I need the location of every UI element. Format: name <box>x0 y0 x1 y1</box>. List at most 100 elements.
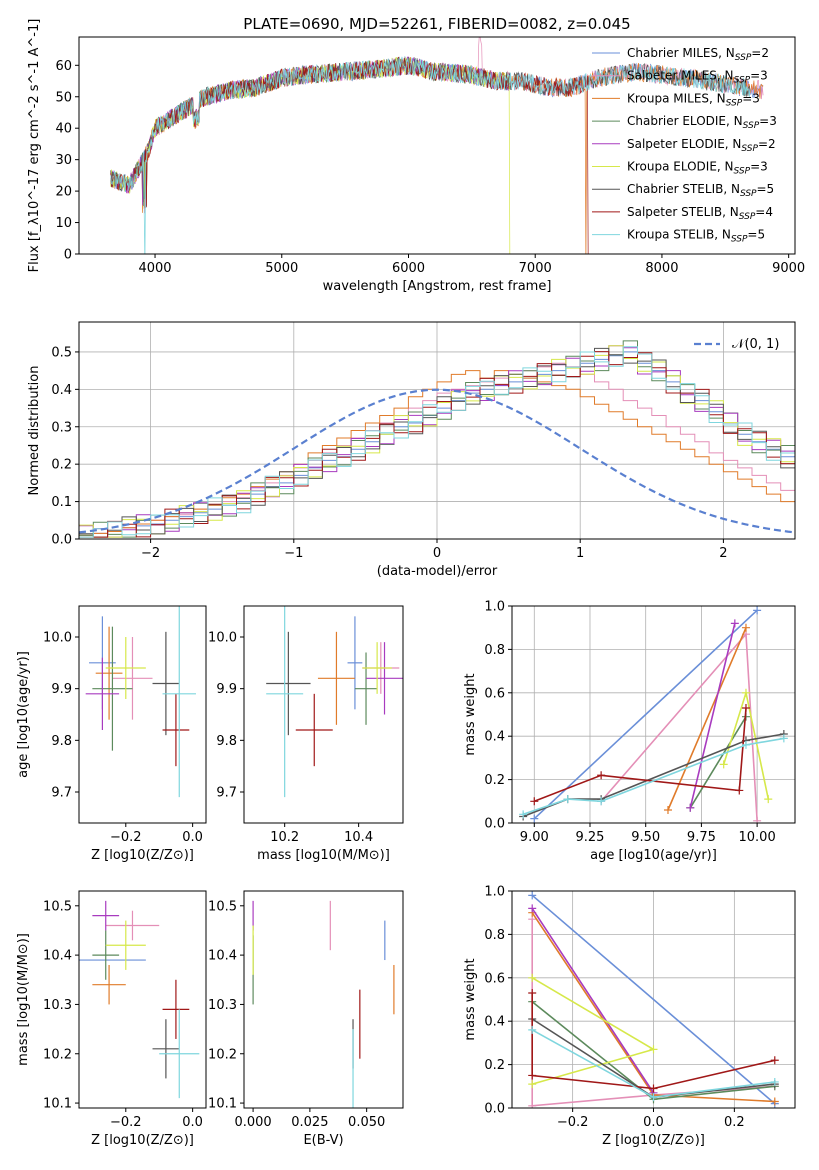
y-tick-label: 0.0 <box>484 817 505 832</box>
x-axis-label: E(B-V) <box>303 1133 343 1148</box>
y-tick-label: 9.9 <box>51 682 72 697</box>
plus-marker <box>719 760 728 769</box>
y-tick-label: 9.8 <box>216 734 237 749</box>
axes-frame <box>78 36 796 255</box>
spectrum-line <box>110 56 751 254</box>
y-tick-label: 10.4 <box>208 949 237 964</box>
x-tick-label: 9.00 <box>520 830 549 845</box>
y-tick-label: 40 <box>55 122 72 137</box>
y-tick-label: 10.5 <box>43 899 72 914</box>
y-axis-label: Flux [f_λ10^-17 erg cm^-2 s^-1 A^-1] <box>27 19 42 273</box>
legend-entry: Salpeter STELIB, NSSP=4 <box>627 205 773 222</box>
y-tick-label: 0.1 <box>51 495 72 510</box>
plus-marker <box>530 797 539 806</box>
y-tick-label: 10.3 <box>43 998 72 1013</box>
y-tick-label: 0.6 <box>484 686 505 701</box>
axes-frame <box>243 605 404 824</box>
plus-marker <box>649 1093 658 1102</box>
error-point <box>95 626 123 720</box>
y-tick-label: 10.5 <box>208 899 237 914</box>
histogram-step <box>79 346 795 538</box>
plot-area <box>266 606 403 798</box>
plus-marker <box>528 1101 537 1108</box>
x-tick-label: −1 <box>284 546 303 561</box>
axes-frame <box>511 605 796 824</box>
x-tick-label: 0.0 <box>182 1115 203 1130</box>
plus-marker <box>753 606 762 615</box>
x-tick-label: 0 <box>433 546 441 561</box>
y-tick-label: 0.4 <box>51 383 72 398</box>
legend-entry: 𝒩(0, 1) <box>732 337 779 352</box>
y-tick-label: 0.3 <box>51 420 72 435</box>
axes-frame <box>243 890 404 1109</box>
spectrum-line <box>110 57 511 254</box>
plus-marker <box>528 1025 537 1034</box>
y-tick-label: 20 <box>55 185 72 200</box>
y-tick-label: 0.2 <box>484 773 505 788</box>
error-point <box>317 631 355 725</box>
plus-marker <box>753 816 762 823</box>
plus-marker <box>528 1080 537 1089</box>
error-point <box>92 626 133 751</box>
plus-marker <box>741 740 750 749</box>
x-tick-label: 1 <box>576 546 584 561</box>
y-tick-label: 0.4 <box>484 1015 505 1030</box>
histogram-step <box>79 351 795 538</box>
y-axis-label: mass weight <box>463 673 478 755</box>
x-axis-label: wavelength [Angstrom, rest frame] <box>323 279 552 294</box>
legend-entry: Kroupa ELODIE, NSSP=3 <box>627 160 768 177</box>
y-tick-label: 10.1 <box>43 1097 72 1112</box>
y-tick-label: 10.1 <box>208 1097 237 1112</box>
weight-line <box>534 707 747 803</box>
y-tick-label: 9.8 <box>51 734 72 749</box>
panel-mass-vs-EBV: 0.000 0.025 0.050 10.1 10.2 10.3 10.4 10.5 E(B-V… <box>208 890 404 1148</box>
x-tick-label: 0.0 <box>643 1115 664 1130</box>
y-axis-label: mass weight <box>463 958 478 1040</box>
plot-area <box>79 340 795 538</box>
error-point <box>105 920 146 970</box>
x-tick-label: −0.2 <box>110 830 142 845</box>
x-axis-label: Z [log10(Z/Z⊙)] <box>91 848 194 863</box>
x-tick-label: 7000 <box>519 261 552 276</box>
y-tick-label: 10.0 <box>208 631 237 646</box>
plus-marker <box>530 814 539 823</box>
error-point <box>152 631 180 736</box>
x-tick-label: 9000 <box>772 261 805 276</box>
x-tick-label: 2 <box>719 546 727 561</box>
y-tick-label: 0.5 <box>51 345 72 360</box>
panel-mass-vs-Z: −0.2 0.0 10.1 10.2 10.3 10.4 10.5 Z [log10(Z/Z⊙… <box>16 890 207 1148</box>
x-tick-label: 0.000 <box>234 1115 271 1130</box>
plus-marker <box>741 688 750 697</box>
error-point <box>366 642 403 715</box>
plus-marker <box>779 734 788 743</box>
y-tick-label: 30 <box>55 153 72 168</box>
spectrum-line <box>110 56 751 206</box>
plus-marker <box>597 771 606 780</box>
panels: 4000 5000 6000 7000 8000 90000102030405060wav… <box>16 19 805 1148</box>
panel-age-vs-mass: 10.2 10.4 9.7 9.8 9.9 10.0 mass [log10(M/M⊙)] <box>208 605 404 863</box>
weight-line <box>689 716 747 809</box>
y-tick-label: 10.2 <box>208 1047 237 1062</box>
x-tick-label: −0.2 <box>557 1115 589 1130</box>
y-tick-label: 9.7 <box>51 786 72 801</box>
error-point <box>85 657 120 730</box>
x-tick-label: 9.25 <box>576 830 605 845</box>
plus-marker <box>597 797 606 806</box>
y-tick-label: 9.9 <box>216 682 237 697</box>
y-tick-label: 0.6 <box>484 971 505 986</box>
y-tick-label: 1.0 <box>484 600 505 615</box>
x-tick-label: 6000 <box>392 261 425 276</box>
y-tick-label: 10.4 <box>43 949 72 964</box>
plot-area <box>110 37 764 254</box>
panel-spectrum: 4000 5000 6000 7000 8000 9000 0 10 20 30 40 50 60 wav… <box>27 19 805 294</box>
spectrum-line <box>110 56 589 254</box>
histogram-step <box>79 370 795 536</box>
error-point <box>112 637 153 720</box>
plus-marker <box>528 973 537 982</box>
error-point <box>105 637 146 699</box>
plot-area <box>252 900 395 1108</box>
y-tick-label: 10 <box>55 216 72 231</box>
plus-marker <box>730 619 739 628</box>
y-axis-label: mass [log10(M/M⊙)] <box>16 933 31 1066</box>
plus-marker <box>649 1045 658 1054</box>
